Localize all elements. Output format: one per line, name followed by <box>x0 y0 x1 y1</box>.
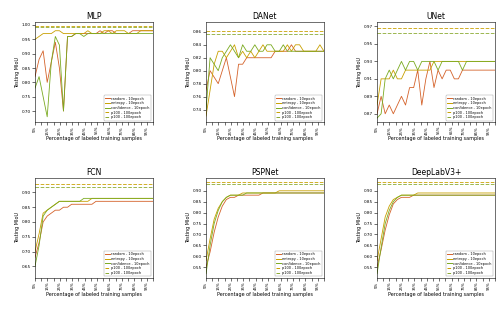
Y-axis label: Testing MIoU: Testing MIoU <box>358 212 362 243</box>
Y-axis label: Testing MIoU: Testing MIoU <box>186 57 192 88</box>
X-axis label: Percentage of labeled training samples: Percentage of labeled training samples <box>217 292 313 297</box>
Y-axis label: Testing MIoU: Testing MIoU <box>186 212 192 243</box>
Legend: random - 10epoch, entropy - 10epoch, confidence - 10epoch, p100 - 100epoch, p100: random - 10epoch, entropy - 10epoch, con… <box>446 95 494 121</box>
X-axis label: Percentage of labeled training samples: Percentage of labeled training samples <box>388 136 484 141</box>
Title: MLP: MLP <box>86 12 102 21</box>
Title: FCN: FCN <box>86 168 102 177</box>
X-axis label: Percentage of labeled training samples: Percentage of labeled training samples <box>217 136 313 141</box>
Y-axis label: Testing MIoU: Testing MIoU <box>358 57 362 88</box>
X-axis label: Percentage of labeled training samples: Percentage of labeled training samples <box>388 292 484 297</box>
Title: DANet: DANet <box>252 12 277 21</box>
Legend: random - 10epoch, entropy - 10epoch, confidence - 10epoch, p100 - 100epoch, p100: random - 10epoch, entropy - 10epoch, con… <box>104 251 151 276</box>
Legend: random - 10epoch, entropy - 10epoch, confidence - 10epoch, p100 - 100epoch, p100: random - 10epoch, entropy - 10epoch, con… <box>104 95 151 121</box>
Legend: random - 10epoch, entropy - 10epoch, confidence - 10epoch, p100 - 100epoch, p100: random - 10epoch, entropy - 10epoch, con… <box>275 251 322 276</box>
Legend: random - 10epoch, entropy - 10epoch, confidence - 10epoch, p100 - 100epoch, p100: random - 10epoch, entropy - 10epoch, con… <box>446 251 494 276</box>
Title: DeepLabV3+: DeepLabV3+ <box>411 168 461 177</box>
Y-axis label: Testing MIoU: Testing MIoU <box>16 57 20 88</box>
Legend: random - 10epoch, entropy - 10epoch, confidence - 10epoch, p100 - 100epoch, p100: random - 10epoch, entropy - 10epoch, con… <box>275 95 322 121</box>
X-axis label: Percentage of labeled training samples: Percentage of labeled training samples <box>46 136 142 141</box>
Title: PSPNet: PSPNet <box>251 168 278 177</box>
X-axis label: Percentage of labeled training samples: Percentage of labeled training samples <box>46 292 142 297</box>
Y-axis label: Testing MIoU: Testing MIoU <box>16 212 20 243</box>
Title: UNet: UNet <box>426 12 446 21</box>
